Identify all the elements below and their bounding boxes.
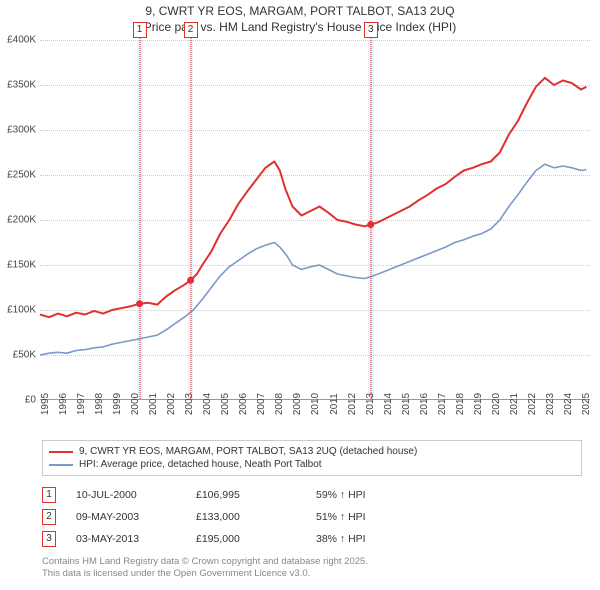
y-tick-label: £0 — [25, 395, 36, 406]
x-tick-label: 2011 — [329, 393, 340, 415]
footer-line-2: This data is licensed under the Open Gov… — [42, 568, 368, 580]
sale-row-marker: 3 — [42, 531, 56, 547]
x-tick-label: 2001 — [148, 393, 159, 415]
x-tick-label: 2003 — [184, 393, 195, 415]
sale-marker-box: 3 — [364, 22, 378, 38]
x-tick-label: 2016 — [419, 393, 430, 415]
sale-row-pct: 38% ↑ HPI — [316, 533, 416, 545]
x-tick-label: 2006 — [238, 393, 249, 415]
x-tick-label: 2014 — [383, 393, 394, 415]
sale-row: 2 09-MAY-2003£133,00051% ↑ HPI — [42, 506, 582, 528]
sale-row: 3 03-MAY-2013£195,00038% ↑ HPI — [42, 528, 582, 550]
x-tick-label: 1996 — [58, 393, 69, 415]
y-tick-label: £300K — [7, 125, 36, 136]
legend-row-hpi: HPI: Average price, detached house, Neat… — [49, 458, 575, 471]
legend: 9, CWRT YR EOS, MARGAM, PORT TALBOT, SA1… — [42, 440, 582, 476]
sale-row-pct: 51% ↑ HPI — [316, 511, 416, 523]
chart-svg — [40, 40, 590, 399]
x-tick-label: 2004 — [202, 393, 213, 415]
x-tick-label: 2005 — [220, 393, 231, 415]
x-tick-label: 2021 — [509, 393, 520, 415]
sale-row-marker: 2 — [42, 509, 56, 525]
x-tick-label: 2019 — [473, 393, 484, 415]
x-tick-label: 1995 — [40, 393, 51, 415]
sales-table: 1 10-JUL-2000£106,99559% ↑ HPI 2 09-MAY-200… — [42, 484, 582, 550]
x-tick-label: 2008 — [274, 393, 285, 415]
x-tick-label: 2007 — [256, 393, 267, 415]
sale-row: 1 10-JUL-2000£106,99559% ↑ HPI — [42, 484, 582, 506]
x-tick-label: 1998 — [94, 393, 105, 415]
x-tick-label: 2023 — [545, 393, 556, 415]
sale-row-date: 09-MAY-2003 — [76, 511, 196, 523]
x-tick-label: 2013 — [365, 393, 376, 415]
series-line-property — [40, 78, 586, 317]
sale-row-date: 03-MAY-2013 — [76, 533, 196, 545]
y-tick-label: £250K — [7, 170, 36, 181]
title-line-1: 9, CWRT YR EOS, MARGAM, PORT TALBOT, SA1… — [0, 4, 600, 20]
sale-row-pct: 59% ↑ HPI — [316, 489, 416, 501]
x-tick-label: 2020 — [491, 393, 502, 415]
y-tick-label: £400K — [7, 35, 36, 46]
x-tick-label: 2018 — [455, 393, 466, 415]
y-tick-label: £150K — [7, 260, 36, 271]
sale-row-price: £106,995 — [196, 489, 316, 501]
legend-label-property: 9, CWRT YR EOS, MARGAM, PORT TALBOT, SA1… — [79, 446, 417, 457]
series-line-hpi — [40, 164, 586, 355]
y-tick-label: £350K — [7, 80, 36, 91]
x-tick-label: 2022 — [527, 393, 538, 415]
x-tick-label: 2009 — [292, 393, 303, 415]
chart-container: 9, CWRT YR EOS, MARGAM, PORT TALBOT, SA1… — [0, 0, 600, 590]
sale-marker-line — [370, 38, 371, 399]
plot-area: 123 — [40, 40, 590, 400]
chart-titles: 9, CWRT YR EOS, MARGAM, PORT TALBOT, SA1… — [0, 0, 600, 35]
legend-swatch-property — [49, 451, 73, 453]
legend-row-property: 9, CWRT YR EOS, MARGAM, PORT TALBOT, SA1… — [49, 445, 575, 458]
x-tick-label: 2000 — [130, 393, 141, 415]
title-line-2: Price paid vs. HM Land Registry's House … — [0, 20, 600, 36]
legend-label-hpi: HPI: Average price, detached house, Neat… — [79, 459, 322, 470]
sale-marker-line — [190, 38, 191, 399]
y-tick-label: £100K — [7, 305, 36, 316]
x-tick-label: 1997 — [76, 393, 87, 415]
sale-marker-line — [139, 38, 140, 399]
legend-swatch-hpi — [49, 464, 73, 466]
y-tick-label: £200K — [7, 215, 36, 226]
sale-row-price: £133,000 — [196, 511, 316, 523]
x-tick-label: 2017 — [437, 393, 448, 415]
x-tick-label: 2015 — [401, 393, 412, 415]
x-tick-label: 2002 — [166, 393, 177, 415]
x-tick-label: 2010 — [310, 393, 321, 415]
sale-row-date: 10-JUL-2000 — [76, 489, 196, 501]
y-tick-label: £50K — [13, 350, 36, 361]
x-tick-label: 2025 — [581, 393, 592, 415]
x-tick-label: 2024 — [563, 393, 574, 415]
y-axis-ticks: £0£50K£100K£150K£200K£250K£300K£350K£400… — [0, 40, 40, 400]
sale-marker-box: 2 — [184, 22, 198, 38]
sale-marker-box: 1 — [133, 22, 147, 38]
x-tick-label: 2012 — [347, 393, 358, 415]
x-tick-label: 1999 — [112, 393, 123, 415]
sale-row-marker: 1 — [42, 487, 56, 503]
footer: Contains HM Land Registry data © Crown c… — [42, 556, 368, 580]
x-axis-ticks: 1995199619971998199920002001200220032004… — [40, 400, 590, 440]
sale-row-price: £195,000 — [196, 533, 316, 545]
footer-line-1: Contains HM Land Registry data © Crown c… — [42, 556, 368, 568]
